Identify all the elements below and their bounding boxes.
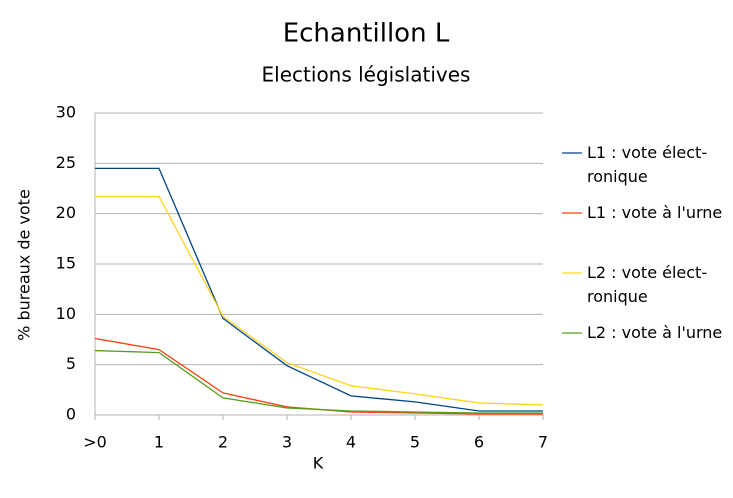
x-tick-label: 3: [282, 433, 292, 452]
series-line: [95, 167, 543, 412]
legend-entry: L1 : vote élect­ronique: [587, 143, 708, 186]
series-line: [95, 195, 544, 406]
series-line: [94, 349, 543, 414]
y-tick-label: 10: [56, 304, 76, 323]
legend-entry: L1 : vote à l'urne: [587, 203, 723, 222]
y-tick-label: 0: [66, 405, 76, 424]
x-tick-label: 2: [218, 433, 228, 452]
x-tick-label: 7: [538, 433, 548, 452]
y-tick-label: 20: [56, 203, 76, 222]
y-axis-label: % bureaux de vote: [15, 189, 34, 341]
x-tick-label: 4: [346, 433, 356, 452]
chart-title: Echantillon L: [283, 19, 450, 49]
x-tick-label: 6: [474, 433, 484, 452]
legend-entry: L2 : vote élect­ronique: [587, 263, 708, 306]
x-axis-label: K: [313, 454, 324, 473]
y-tick-label: 15: [56, 254, 76, 273]
y-tick-label: 5: [66, 354, 76, 373]
x-tick-label: >0: [83, 433, 107, 452]
chart-subtitle: Elections législatives: [262, 63, 471, 87]
legend-entry: L2 : vote à l'urne: [587, 323, 723, 342]
x-tick-label: 5: [410, 433, 420, 452]
y-tick-label: 25: [56, 153, 76, 172]
x-tick-label: 1: [154, 433, 164, 452]
y-tick-label: 30: [56, 103, 76, 122]
